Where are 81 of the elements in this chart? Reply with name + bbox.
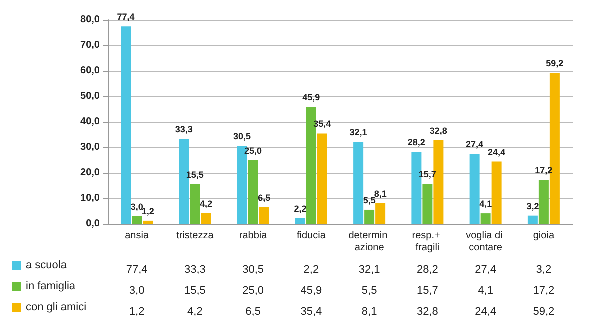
- text: 27,4: [466, 140, 484, 150]
- x-tick-label: gioia: [533, 230, 555, 242]
- y-tick-label: 50,0: [80, 91, 100, 102]
- data-label: 27,4: [475, 264, 497, 276]
- y-tick-label: 60,0: [80, 66, 100, 76]
- data-label: 8,1: [362, 306, 378, 318]
- data-label: 24,4: [475, 306, 497, 318]
- y-tick-label: 10,0: [80, 193, 100, 204]
- data-label: 4,2: [188, 306, 203, 318]
- bar: [259, 207, 270, 224]
- y-tick-label: 30,0: [80, 142, 100, 153]
- x-tick-label: rabbia: [239, 230, 268, 242]
- bar: [132, 216, 142, 224]
- text: 5,5: [363, 195, 376, 206]
- bar: [201, 213, 212, 224]
- data-label: 15,7: [416, 285, 438, 297]
- data-label: 77,4: [126, 264, 148, 276]
- bar: [364, 210, 375, 224]
- data-label: 35,4: [300, 306, 322, 318]
- data-label: 2,2: [304, 264, 320, 276]
- text: 4,2: [200, 198, 212, 209]
- text: 30,5: [234, 132, 252, 142]
- data-label: 6,5: [246, 306, 261, 318]
- legend-label: con gli amici: [26, 302, 87, 314]
- text: 3,2: [526, 201, 540, 212]
- data-label: 33,3: [184, 264, 206, 276]
- legend-label: in famiglia: [26, 280, 76, 292]
- text: 33,3: [175, 124, 193, 135]
- data-label: 3,2: [536, 264, 552, 276]
- bar: [121, 26, 132, 224]
- y-tick-label: 0,0: [86, 218, 100, 230]
- x-tick-label: tristezza: [176, 230, 214, 242]
- text: 32,1: [350, 128, 368, 138]
- text: 3,0: [130, 202, 144, 212]
- bar: [422, 184, 433, 224]
- bar: [376, 203, 386, 224]
- data-label: 5,5: [362, 285, 378, 297]
- bar: [295, 218, 306, 224]
- x-tick-label: voglia di contare: [466, 230, 506, 254]
- bar: [480, 214, 491, 224]
- x-tick-label: ansia: [125, 230, 150, 242]
- bar: [190, 184, 200, 224]
- data-label: 28,2: [416, 264, 438, 276]
- data-label: 45,9: [300, 285, 322, 297]
- bar: [492, 162, 502, 224]
- text: 4,1: [480, 199, 492, 210]
- bar: [143, 220, 154, 224]
- text: 2,2: [294, 204, 307, 214]
- text: 1,2: [142, 206, 154, 216]
- y-tick-label: 40,0: [80, 116, 100, 128]
- y-tick-label: 80,0: [80, 14, 100, 26]
- text: 24,4: [488, 147, 506, 158]
- data-label: 15,5: [184, 285, 206, 297]
- data-label: 32,8: [416, 306, 438, 318]
- y-tick-label: 20,0: [80, 168, 100, 178]
- text: 28,2: [408, 138, 426, 148]
- data-label: 3,0: [129, 285, 145, 297]
- bar: [248, 160, 258, 224]
- bar: [528, 216, 538, 224]
- text: 45,9: [302, 92, 320, 102]
- x-tick-label: fiducia: [296, 230, 326, 242]
- data-label: 17,2: [533, 285, 555, 297]
- data-label: 4,1: [478, 285, 494, 297]
- text: 59,2: [546, 58, 564, 69]
- text: 8,1: [374, 188, 387, 199]
- data-label: 1,2: [129, 306, 145, 318]
- x-tick-label: determin azione: [348, 230, 390, 254]
- bar: [354, 142, 364, 224]
- bar: [317, 134, 328, 224]
- text: 77,4: [117, 12, 135, 22]
- bar: [470, 154, 480, 224]
- text: 6,5: [258, 192, 271, 203]
- data-label: 59,2: [533, 306, 555, 318]
- legend-label: a scuola: [26, 260, 68, 272]
- data-label: 30,5: [242, 264, 264, 276]
- data-label: 25,0: [242, 285, 264, 297]
- data-label: 32,1: [358, 264, 380, 276]
- x-tick-label: resp.+ fragili: [412, 230, 444, 254]
- y-tick-label: 70,0: [80, 40, 100, 51]
- bar: [538, 180, 549, 224]
- text: 32,8: [430, 126, 448, 136]
